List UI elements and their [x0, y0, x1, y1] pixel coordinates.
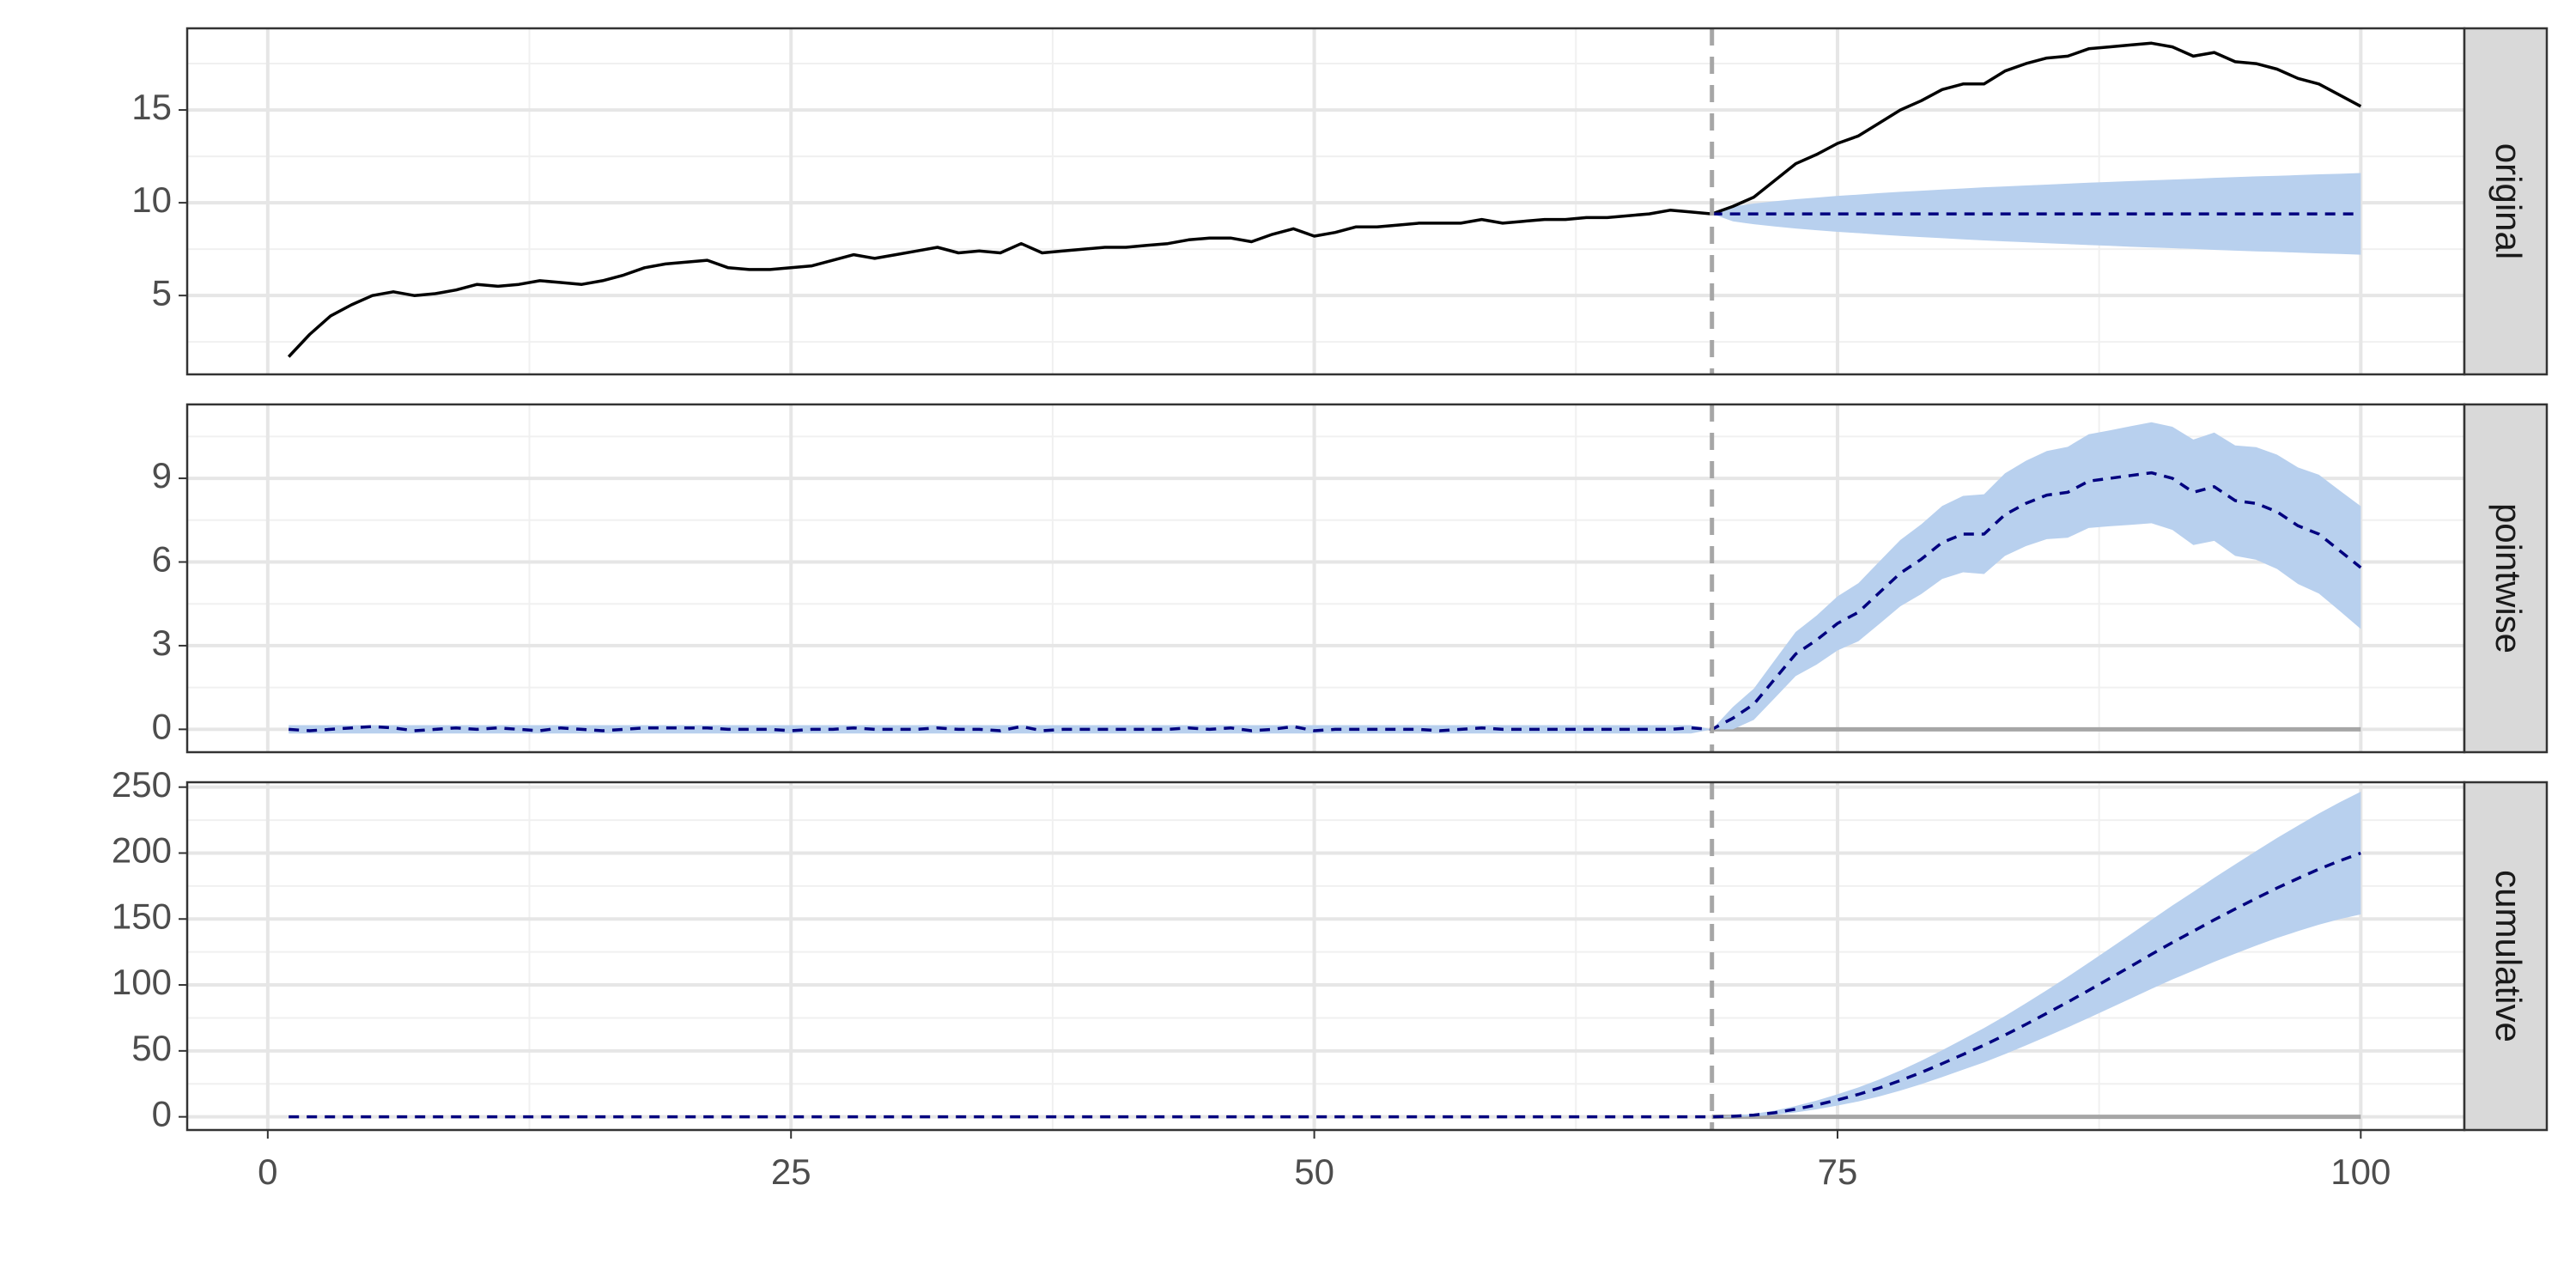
observed-line	[287, 41, 2362, 358]
y-tick-label: 100	[112, 962, 172, 1002]
x-tick-label: 0	[258, 1151, 277, 1192]
y-tick-label: 10	[131, 179, 172, 220]
y-tick-label: 250	[112, 764, 172, 805]
strip	[2463, 403, 2549, 754]
strip-label: cumulative	[2488, 870, 2529, 1042]
x-tick-label: 25	[771, 1151, 811, 1192]
y-tick-label: 50	[131, 1028, 172, 1068]
interval-band	[1711, 173, 2361, 255]
strip	[2463, 781, 2549, 1132]
panel-background	[187, 782, 2464, 1130]
prediction-line	[289, 471, 2362, 732]
y-tick-label: 9	[152, 455, 172, 495]
interval-band	[289, 422, 2361, 734]
x-tick-label: 50	[1294, 1151, 1334, 1192]
x-tick-label: 100	[2330, 1151, 2391, 1192]
x-tick-label: 75	[1818, 1151, 1858, 1192]
y-tick-label: 150	[112, 896, 172, 936]
y-tick-label: 0	[152, 706, 172, 746]
strip	[2463, 27, 2549, 376]
interval-band	[1711, 792, 2361, 1117]
y-tick-label: 5	[152, 272, 172, 313]
y-tick-label: 6	[152, 539, 172, 580]
y-tick-label: 200	[112, 830, 172, 871]
strip-label: pointwise	[2488, 503, 2529, 653]
prediction-line	[289, 851, 2361, 1119]
y-tick-label: 15	[131, 87, 172, 127]
strip-label: original	[2488, 143, 2529, 259]
y-tick-label: 3	[152, 623, 172, 663]
y-tick-label: 0	[152, 1094, 172, 1134]
